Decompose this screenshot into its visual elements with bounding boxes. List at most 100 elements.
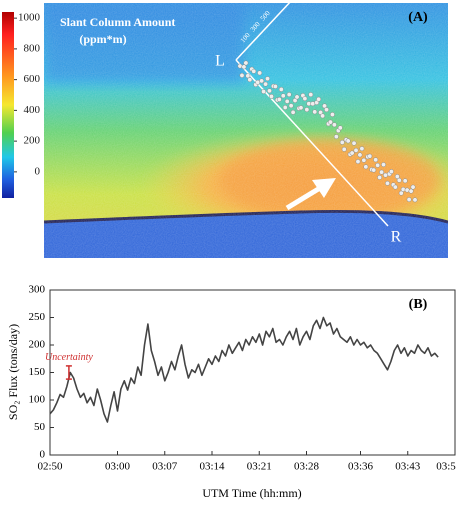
annotation: Uncertainty: [45, 352, 93, 363]
sample-point: [355, 159, 361, 165]
panel-a: Slant Column Amount (ppm*m) (A) L R 5003…: [2, 3, 448, 258]
x-tick-label: 03:00: [105, 461, 131, 473]
sample-point: [331, 122, 337, 128]
sample-point: [322, 103, 328, 109]
sample-point: [267, 88, 272, 94]
sample-point: [379, 169, 385, 175]
sample-point: [394, 174, 400, 179]
sample-point: [408, 188, 414, 194]
x-tick-label: 02:50: [37, 461, 63, 473]
sample-point: [349, 150, 355, 156]
sample-point: [237, 63, 243, 69]
sample-point: [239, 72, 245, 78]
sample-point: [261, 89, 267, 94]
image-title: Slant Column Amount: [60, 15, 175, 29]
y-tick-label: 200: [29, 339, 46, 351]
sample-point: [406, 197, 412, 203]
sample-point: [351, 140, 357, 146]
image-unit: (ppm*m): [79, 32, 126, 46]
sample-point: [373, 157, 379, 163]
sample-point: [243, 60, 249, 66]
sample-point: [302, 96, 308, 102]
flux-line: [49, 316, 439, 423]
sample-point: [371, 167, 377, 173]
sample-point: [280, 93, 286, 99]
colorbar: [2, 12, 14, 198]
sample-point: [286, 92, 292, 97]
x-tick-label: 03:14: [199, 461, 225, 473]
colorbar-tick-label: 800: [24, 42, 41, 54]
sample-point: [363, 164, 369, 170]
sample-point: [324, 107, 329, 113]
sample-point: [263, 81, 269, 87]
sample-point: [345, 138, 351, 144]
sample-point: [259, 78, 265, 84]
sample-point: [339, 139, 345, 145]
sample-point: [377, 175, 383, 180]
x-tick-label: 03:5: [436, 461, 456, 473]
y-axis-label: SO₂ Flux (tons/day): [6, 324, 20, 420]
panel-label: (B): [409, 297, 428, 312]
sample-point: [320, 113, 326, 119]
sample-point: [359, 146, 365, 152]
sample-point: [400, 186, 406, 192]
sample-point: [333, 134, 339, 140]
sample-point: [381, 162, 386, 168]
panel-b: (B) UTM Time (hh:mm) SO₂ Flux (tons/day)…: [6, 284, 457, 500]
sample-point: [284, 98, 290, 104]
sample-point: [294, 94, 300, 100]
sample-point: [385, 180, 390, 186]
x-tick-label: 03:07: [152, 461, 178, 473]
sample-point: [412, 197, 418, 203]
x-tick-label: 03:36: [348, 461, 374, 473]
sample-point: [353, 147, 359, 153]
sample-point: [251, 68, 257, 74]
y-tick-label: 50: [34, 421, 46, 433]
sample-point: [388, 169, 394, 174]
sample-point: [304, 107, 310, 113]
sample-point: [247, 77, 253, 83]
sample-point: [276, 96, 282, 102]
sample-point: [396, 177, 402, 183]
y-tick-label: 150: [29, 366, 46, 378]
sample-point: [312, 109, 318, 115]
sample-point: [392, 184, 398, 190]
sample-point: [245, 73, 251, 79]
marker-l: L: [215, 53, 225, 70]
colorbar-tick-label: 600: [24, 73, 41, 85]
colorbar-tick-label: 1000: [18, 12, 41, 24]
panel-label: (A): [408, 10, 428, 25]
sample-point: [278, 86, 284, 92]
sample-point: [327, 119, 333, 125]
plot-frame: [49, 289, 456, 456]
colorbar-tick-label: 0: [35, 165, 41, 177]
x-tick-label: 03:43: [395, 461, 421, 473]
sample-point: [288, 103, 294, 109]
marker-r: R: [391, 229, 402, 246]
sample-point: [357, 152, 363, 158]
sample-point: [361, 157, 367, 163]
sample-point: [265, 76, 270, 82]
sample-point: [410, 184, 416, 190]
sample-point: [316, 96, 322, 102]
sample-point: [290, 109, 296, 115]
sample-point: [269, 93, 274, 99]
sample-point: [367, 153, 373, 159]
sample-point: [272, 84, 278, 89]
colorbar-tick-label: 400: [24, 104, 41, 116]
sample-point: [329, 112, 335, 117]
image: [44, 3, 448, 258]
x-tick-label: 03:28: [294, 461, 320, 473]
y-tick-label: 250: [29, 311, 46, 323]
sample-point: [298, 105, 304, 111]
x-axis-label: UTM Time (hh:mm): [202, 486, 301, 500]
y-tick-label: 100: [29, 394, 46, 406]
sample-point: [375, 162, 381, 168]
colorbar-tick-label: 200: [24, 135, 41, 147]
y-tick-label: 0: [40, 449, 46, 461]
sample-point: [257, 70, 263, 76]
y-tick-label: 300: [29, 284, 46, 296]
sample-point: [308, 92, 314, 98]
sample-point: [337, 125, 343, 131]
